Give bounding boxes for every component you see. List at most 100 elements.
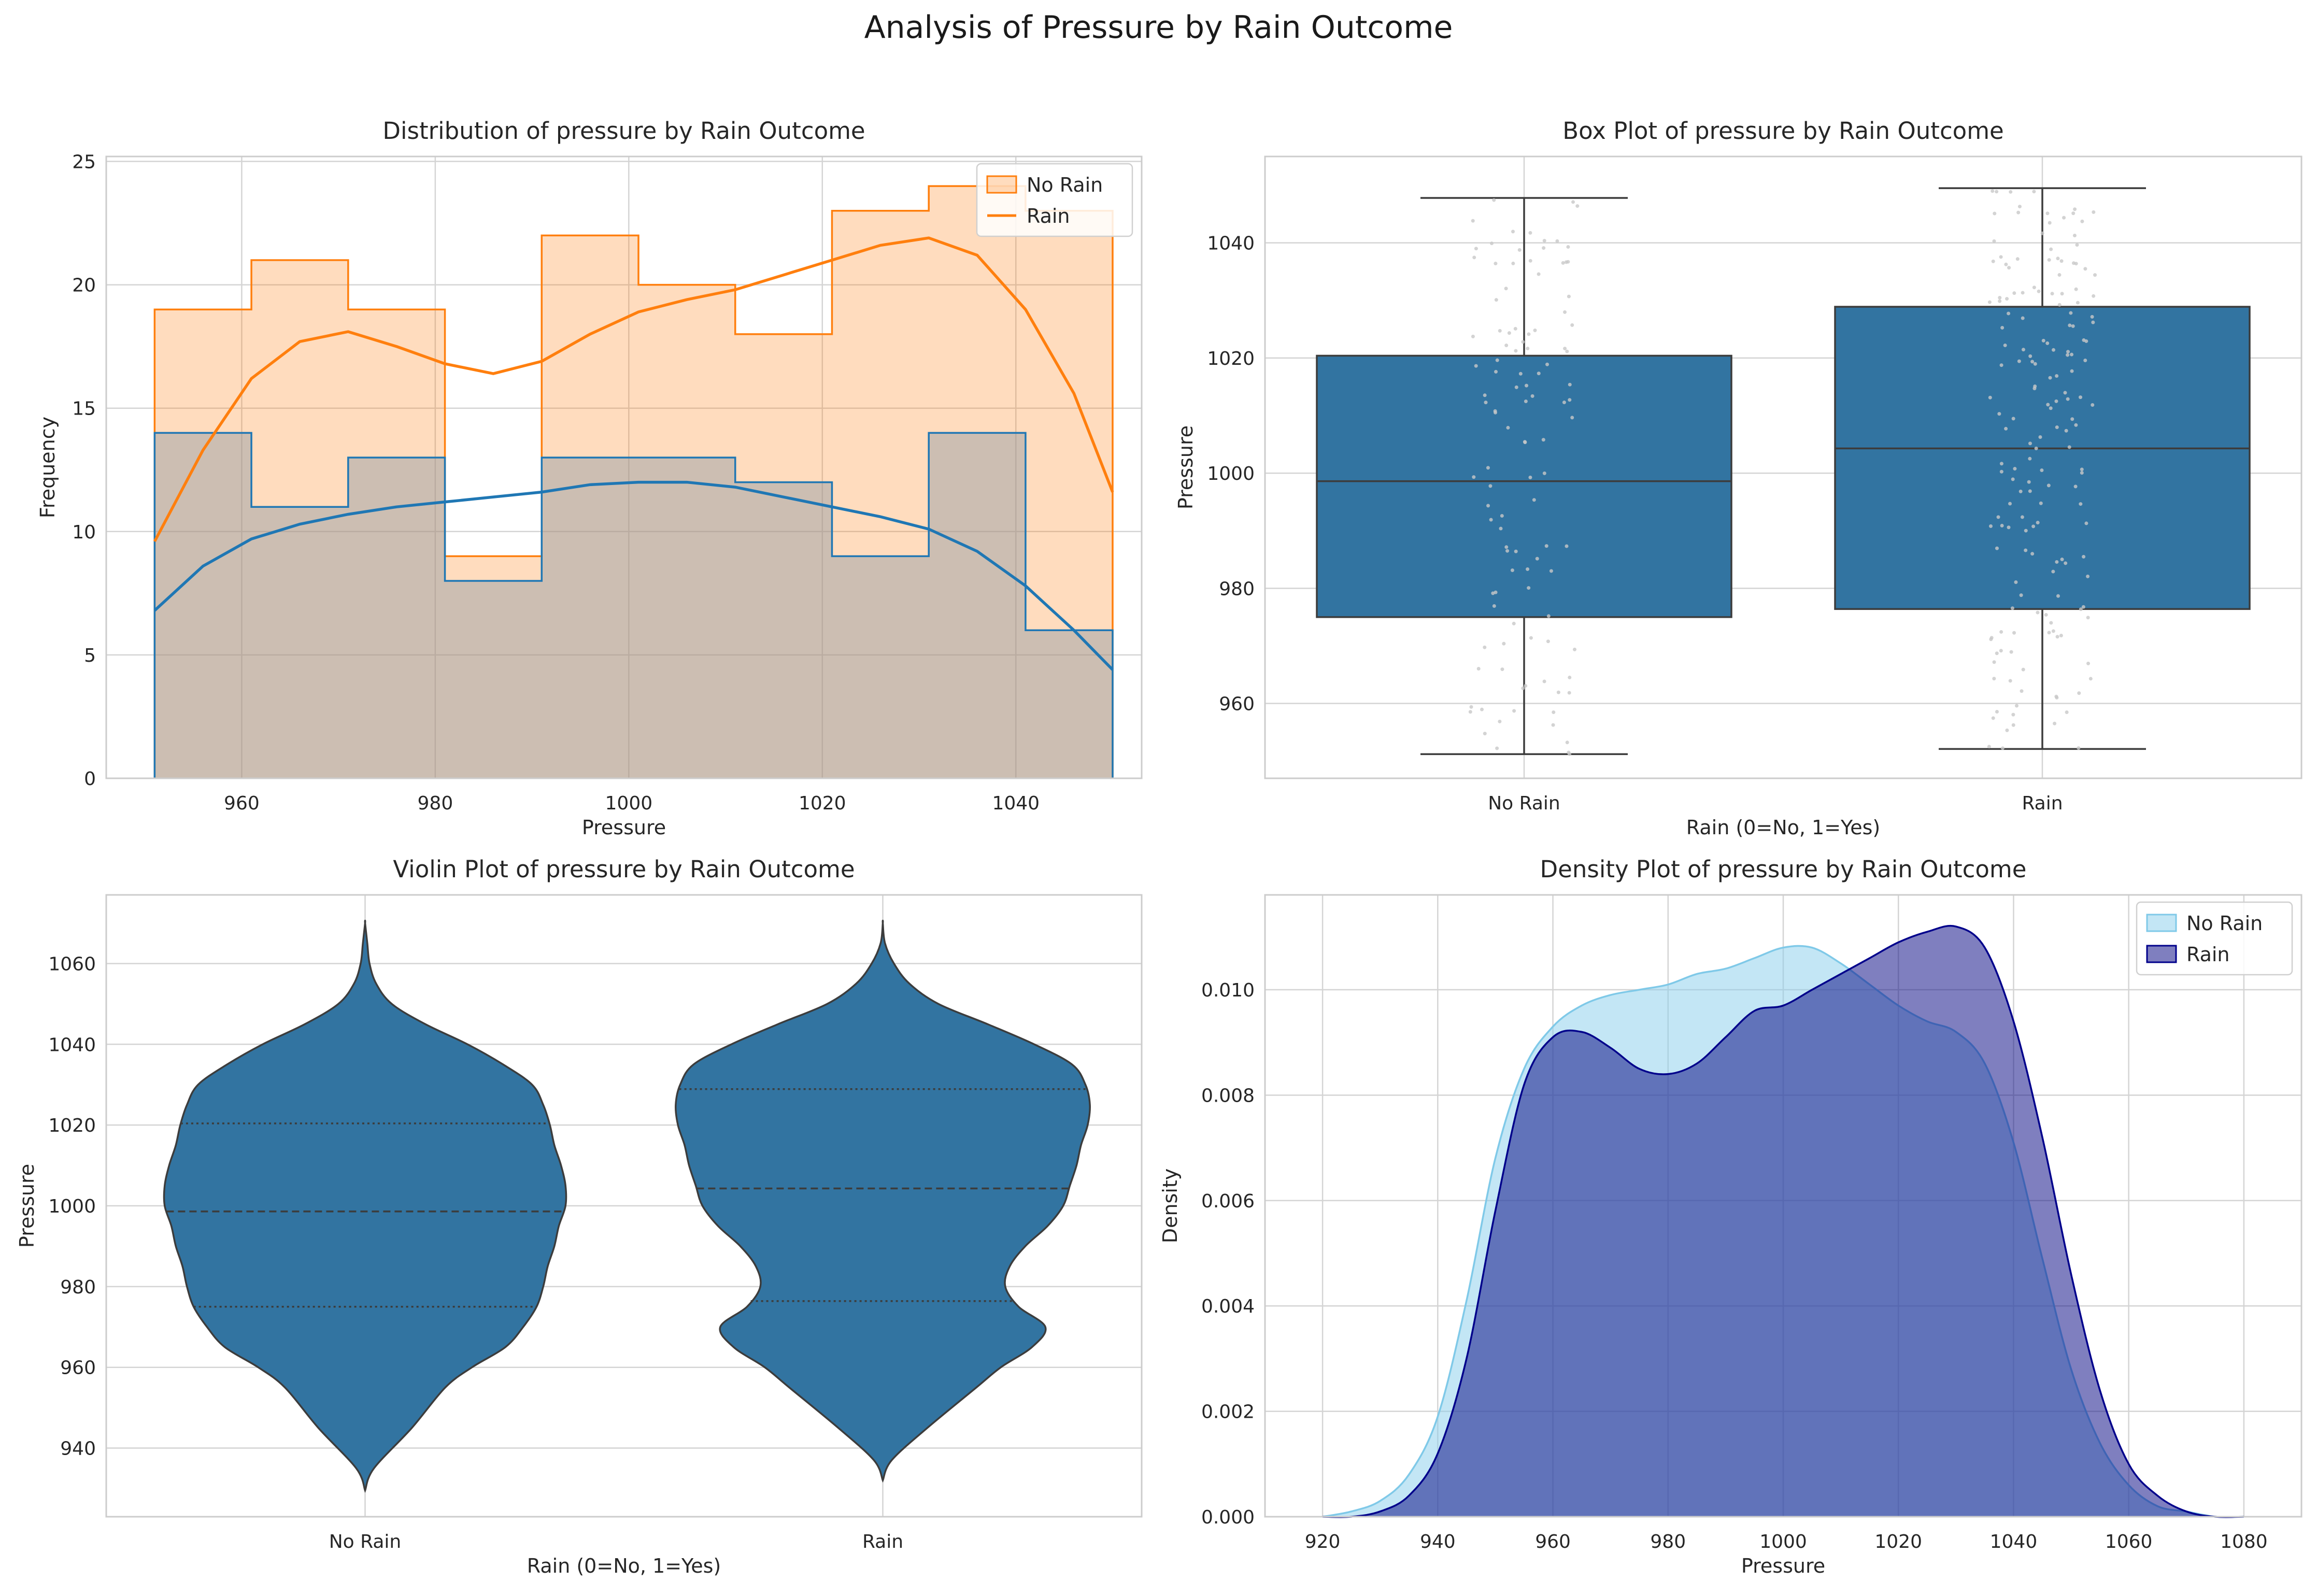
strip-point [1490, 241, 1494, 246]
panel-title: Box Plot of pressure by Rain Outcome [1562, 117, 2003, 145]
legend-label: No Rain [2186, 912, 2263, 935]
strip-point [2080, 467, 2084, 472]
strip-point [1570, 416, 1574, 420]
strip-point [1568, 382, 1572, 387]
x-tick-label: 1020 [1874, 1531, 1922, 1552]
strip-point [2027, 480, 2031, 484]
strip-point [1494, 262, 1498, 266]
strip-point [1555, 239, 1559, 243]
strip-point [1545, 362, 1550, 366]
strip-point [1486, 504, 1490, 508]
strip-point [2074, 287, 2078, 291]
x-axis-label: Pressure [1741, 1555, 1825, 1577]
strip-point [2015, 257, 2020, 261]
strip-point [1528, 475, 1532, 479]
strip-point [1521, 340, 1525, 344]
x-tick-label: 1040 [1990, 1531, 2038, 1552]
y-tick-label: 0.006 [1201, 1191, 1255, 1212]
strip-point [1506, 425, 1510, 430]
strip-point [2049, 621, 2053, 625]
strip-point [1546, 639, 1550, 644]
strip-point [1999, 462, 2003, 466]
strip-point [2070, 369, 2074, 373]
strip-point [2051, 569, 2055, 574]
strip-point [2083, 267, 2087, 271]
strip-point [2077, 746, 2081, 750]
x-tick-label: 940 [1420, 1531, 1456, 1552]
strip-point [2017, 359, 2021, 363]
strip-point [2041, 338, 2045, 343]
strip-point [2007, 266, 2011, 270]
figure-title: Analysis of Pressure by Rain Outcome [864, 9, 1453, 46]
strip-point [2070, 417, 2074, 421]
strip-point [2090, 315, 2094, 319]
legend-label: Rain [1027, 205, 1070, 227]
density-area-rain [1323, 925, 2244, 1517]
strip-point [1525, 383, 1529, 388]
strip-point [1493, 409, 1497, 413]
y-tick-label: 5 [84, 645, 96, 666]
strip-point [1471, 334, 1475, 338]
strip-point [1567, 294, 1571, 298]
strip-point [2044, 612, 2048, 617]
strip-point [1988, 395, 1992, 400]
strip-point [2032, 190, 2036, 194]
strip-point [1996, 515, 2000, 519]
strip-point [2049, 406, 2053, 410]
strip-point [1533, 328, 1537, 332]
iqr-box [1834, 306, 2251, 610]
strip-point [1476, 666, 1481, 671]
strip-point [2075, 243, 2079, 247]
strip-point [2071, 211, 2076, 216]
strip-point [2013, 467, 2017, 471]
strip-point [2021, 291, 2025, 295]
strip-point [2019, 593, 2023, 597]
strip-point [1524, 399, 1528, 403]
strip-point [1562, 401, 1566, 405]
strip-point [2069, 311, 2073, 315]
y-tick-label: 1040 [1207, 233, 1255, 254]
x-tick-label: 920 [1305, 1531, 1341, 1552]
x-tick-label: 1000 [1759, 1531, 1807, 1552]
strip-point [2011, 417, 2015, 421]
strip-point [1472, 475, 1476, 479]
strip-point [2003, 343, 2007, 347]
strip-point [2040, 468, 2044, 473]
strip-point [2056, 256, 2060, 261]
y-tick-label: 940 [60, 1438, 96, 1460]
strip-point [1537, 372, 1541, 376]
strip-point [1566, 260, 1570, 264]
strip-point [1995, 546, 1999, 550]
x-tick-label: 980 [1650, 1531, 1686, 1552]
strip-point [1504, 344, 1509, 348]
strip-point [2081, 605, 2085, 609]
y-tick-label: 1020 [1207, 348, 1255, 369]
strip-point [1526, 346, 1530, 350]
x-axis-label: Rain (0=No, 1=Yes) [527, 1555, 721, 1577]
strip-point [1997, 412, 2001, 416]
violin-no-rain [163, 919, 567, 1493]
strip-point [1528, 259, 1532, 263]
strip-point [2033, 362, 2037, 366]
box-no-rain [1316, 197, 1732, 756]
strip-point [2020, 689, 2024, 693]
strip-point [1998, 299, 2002, 303]
y-tick-label: 20 [72, 275, 96, 296]
y-tick-label: 1000 [48, 1196, 96, 1217]
strip-point [1565, 349, 1569, 353]
strip-point [2080, 471, 2084, 475]
strip-point [1565, 544, 1569, 548]
strip-point [1468, 710, 1472, 714]
strip-point [1527, 586, 1531, 590]
strip-point [2072, 233, 2077, 237]
strip-point [2028, 354, 2032, 358]
strip-point [2046, 483, 2051, 488]
strip-point [2092, 294, 2096, 298]
strip-point [1518, 372, 1523, 376]
strip-point [1529, 636, 1533, 640]
strip-point [1471, 219, 1475, 223]
strip-point [2074, 262, 2078, 266]
strip-point [1999, 363, 2003, 367]
y-tick-label: 10 [72, 522, 96, 543]
